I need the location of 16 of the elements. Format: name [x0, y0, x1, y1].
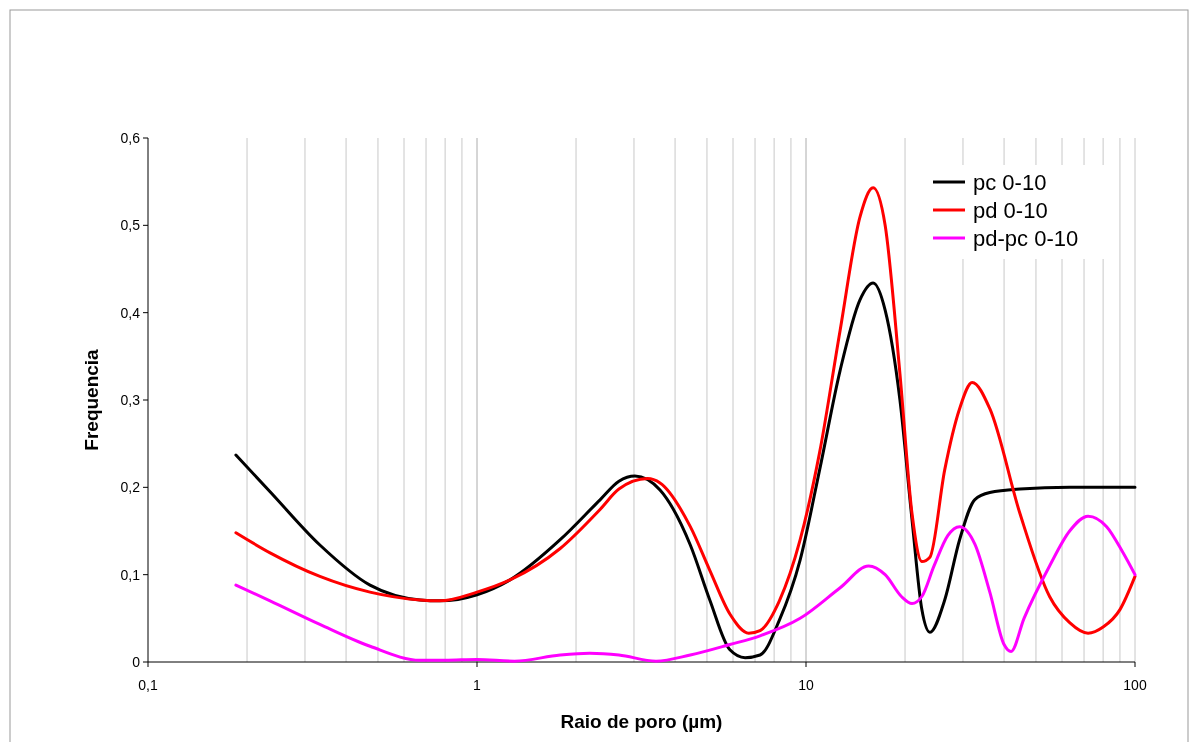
y-tick-label: 0,1	[120, 566, 141, 583]
x-tick-label: 10	[798, 677, 814, 693]
legend-label: pc 0-10	[973, 169, 1047, 195]
x-tick-label: 0,1	[138, 677, 158, 693]
y-tick-label: 0	[132, 653, 141, 670]
x-tick-label: 1	[473, 677, 482, 693]
y-axis-title: Frequencia	[81, 348, 102, 451]
x-tick-label: 100	[1123, 677, 1147, 693]
legend-label: pd 0-10	[973, 197, 1048, 223]
y-tick-label: 0,4	[120, 304, 141, 321]
y-tick-label: 0,5	[120, 217, 141, 234]
y-tick-label: 0,6	[120, 129, 141, 146]
x-axis-title: Raio de poro (µm)	[560, 711, 723, 732]
legend-label: pd-pc 0-10	[973, 225, 1079, 251]
y-tick-label: 0,3	[120, 391, 141, 408]
y-tick-label: 0,2	[120, 479, 141, 496]
